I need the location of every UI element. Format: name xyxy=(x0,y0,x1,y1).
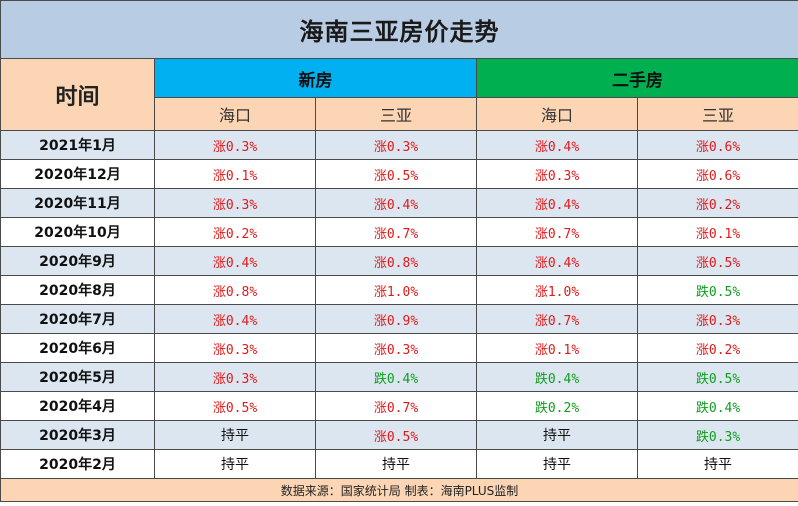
new-house-sanya-value: 涨0.3% xyxy=(315,333,477,363)
second-house-sanya-value: 涨0.6% xyxy=(636,159,798,189)
table-row: 2020年9月 涨0.4% 涨0.8% 涨0.4% 涨0.5% xyxy=(0,246,798,276)
new-house-sanya-value: 涨0.4% xyxy=(315,188,477,218)
new-house-haikou-value: 涨0.5% xyxy=(154,391,316,421)
new-house-sanya-value: 涨0.9% xyxy=(315,304,477,334)
second-house-sanya-value: 涨0.1% xyxy=(636,217,798,247)
table-row: 2020年7月 涨0.4% 涨0.9% 涨0.7% 涨0.3% xyxy=(0,304,798,334)
new-house-sanya-header: 三亚 xyxy=(315,97,477,131)
new-house-sanya-value: 涨0.7% xyxy=(315,391,477,421)
new-house-haikou-value: 涨0.1% xyxy=(154,159,316,189)
table-row: 2020年10月 涨0.2% 涨0.7% 涨0.7% 涨0.1% xyxy=(0,217,798,247)
new-house-header: 新房 xyxy=(154,58,477,98)
second-house-haikou-value: 涨0.4% xyxy=(476,246,638,276)
second-house-sanya-value: 涨0.6% xyxy=(636,130,798,160)
month-cell: 2020年5月 xyxy=(0,362,155,392)
new-house-haikou-value: 涨0.8% xyxy=(154,275,316,305)
new-house-haikou-value: 涨0.3% xyxy=(154,130,316,160)
table-row: 2020年3月 持平 涨0.5% 持平 跌0.3% xyxy=(0,420,798,450)
table-row: 2020年2月 持平 持平 持平 持平 xyxy=(0,449,798,479)
table-row: 2020年12月 涨0.1% 涨0.5% 涨0.3% 涨0.6% xyxy=(0,159,798,189)
new-house-haikou-value: 持平 xyxy=(154,449,316,479)
time-column-header: 时间 xyxy=(0,58,155,131)
new-house-haikou-value: 涨0.3% xyxy=(154,362,316,392)
footer-row: 数据来源：国家统计局 制表：海南PLUS监制 xyxy=(0,478,798,502)
second-house-haikou-value: 涨0.1% xyxy=(476,333,638,363)
second-house-sanya-header: 三亚 xyxy=(636,97,798,131)
second-house-sanya-value: 涨0.2% xyxy=(636,188,798,218)
second-house-sanya-value: 持平 xyxy=(636,449,798,479)
second-house-sanya-value: 跌0.3% xyxy=(636,420,798,450)
table-title: 海南三亚房价走势 xyxy=(0,0,798,59)
new-house-sanya-value: 涨0.7% xyxy=(315,217,477,247)
second-house-sanya-value: 涨0.2% xyxy=(636,333,798,363)
new-house-sanya-value: 涨0.5% xyxy=(315,159,477,189)
second-house-haikou-value: 跌0.4% xyxy=(476,362,638,392)
second-house-haikou-value: 持平 xyxy=(476,449,638,479)
second-house-sanya-value: 涨0.3% xyxy=(636,304,798,334)
new-house-haikou-value: 涨0.2% xyxy=(154,217,316,247)
new-house-haikou-header: 海口 xyxy=(154,97,316,131)
second-house-sanya-value: 跌0.5% xyxy=(636,362,798,392)
new-house-haikou-value: 涨0.3% xyxy=(154,188,316,218)
second-house-haikou-value: 跌0.2% xyxy=(476,391,638,421)
month-cell: 2020年11月 xyxy=(0,188,155,218)
new-house-sanya-value: 跌0.4% xyxy=(315,362,477,392)
month-cell: 2020年10月 xyxy=(0,217,155,247)
new-house-haikou-value: 涨0.4% xyxy=(154,304,316,334)
second-house-haikou-value: 涨0.4% xyxy=(476,130,638,160)
table-row: 2020年8月 涨0.8% 涨1.0% 涨1.0% 跌0.5% xyxy=(0,275,798,305)
second-house-header: 二手房 xyxy=(475,58,798,98)
source-note: 数据来源：国家统计局 制表：海南PLUS监制 xyxy=(0,478,798,502)
second-house-haikou-value: 涨0.7% xyxy=(476,217,638,247)
table-row: 2020年4月 涨0.5% 涨0.7% 跌0.2% 跌0.4% xyxy=(0,391,798,421)
new-house-sanya-value: 涨0.5% xyxy=(315,420,477,450)
new-house-sanya-value: 涨1.0% xyxy=(315,275,477,305)
table-row: 2020年5月 涨0.3% 跌0.4% 跌0.4% 跌0.5% xyxy=(0,362,798,392)
table-row: 2020年11月 涨0.3% 涨0.4% 涨0.4% 涨0.2% xyxy=(0,188,798,218)
second-house-haikou-value: 涨0.7% xyxy=(476,304,638,334)
month-cell: 2020年8月 xyxy=(0,275,155,305)
second-house-haikou-value: 持平 xyxy=(476,420,638,450)
new-house-sanya-value: 持平 xyxy=(315,449,477,479)
second-house-haikou-value: 涨1.0% xyxy=(476,275,638,305)
second-house-sanya-value: 跌0.4% xyxy=(636,391,798,421)
new-house-haikou-value: 涨0.4% xyxy=(154,246,316,276)
table-row: 2021年1月 涨0.3% 涨0.3% 涨0.4% 涨0.6% xyxy=(0,130,798,160)
month-cell: 2021年1月 xyxy=(0,130,155,160)
month-cell: 2020年7月 xyxy=(0,304,155,334)
month-cell: 2020年6月 xyxy=(0,333,155,363)
second-house-sanya-value: 跌0.5% xyxy=(636,275,798,305)
new-house-haikou-value: 持平 xyxy=(154,420,316,450)
second-house-haikou-header: 海口 xyxy=(476,97,638,131)
month-cell: 2020年9月 xyxy=(0,246,155,276)
second-house-haikou-value: 涨0.3% xyxy=(476,159,638,189)
new-house-sanya-value: 涨0.8% xyxy=(315,246,477,276)
month-cell: 2020年4月 xyxy=(0,391,155,421)
new-house-sanya-value: 涨0.3% xyxy=(315,130,477,160)
month-cell: 2020年2月 xyxy=(0,449,155,479)
table-row: 2020年6月 涨0.3% 涨0.3% 涨0.1% 涨0.2% xyxy=(0,333,798,363)
month-cell: 2020年3月 xyxy=(0,420,155,450)
second-house-sanya-value: 涨0.5% xyxy=(636,246,798,276)
second-house-haikou-value: 涨0.4% xyxy=(476,188,638,218)
new-house-haikou-value: 涨0.3% xyxy=(154,333,316,363)
month-cell: 2020年12月 xyxy=(0,159,155,189)
